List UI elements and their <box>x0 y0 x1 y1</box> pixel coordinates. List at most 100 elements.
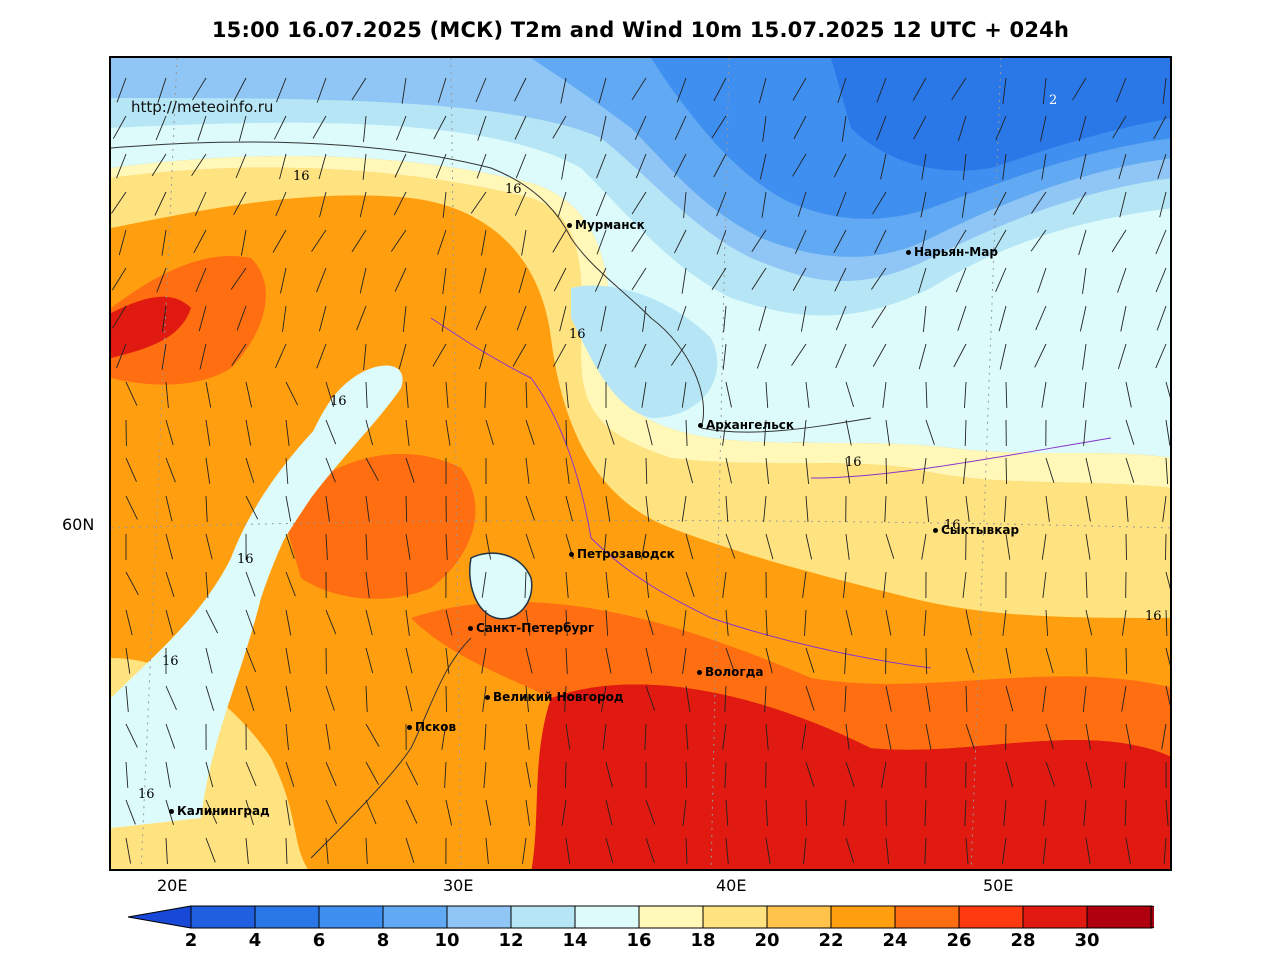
wind-barb <box>565 609 568 637</box>
wind-barb <box>1040 115 1047 142</box>
wind-barb <box>885 837 890 864</box>
wind-barb <box>1085 495 1091 522</box>
wind-barb <box>792 267 807 291</box>
pale-yellow-band <box>111 156 1170 488</box>
wind-barb <box>1155 229 1167 255</box>
wind-barb <box>685 457 694 484</box>
wind-barb <box>405 381 409 408</box>
wind-barb <box>235 153 247 179</box>
wind-barb <box>445 685 448 713</box>
wind-barb <box>125 571 139 596</box>
wind-barb <box>312 115 327 139</box>
wind-barb <box>1078 115 1087 142</box>
wind-barb <box>393 191 407 216</box>
isotherm-label: 16 <box>845 455 862 470</box>
wind-barb <box>245 571 256 597</box>
wind-barb <box>285 685 292 712</box>
wind-barb <box>912 77 927 101</box>
wind-barb <box>245 837 249 864</box>
wind-barb <box>765 609 768 637</box>
wind-barb <box>394 267 407 292</box>
city-marker <box>569 552 574 557</box>
legend-swatch <box>1022 905 1088 929</box>
wind-barb <box>230 267 247 290</box>
wind-barb <box>479 267 487 294</box>
wind-barb <box>275 191 287 217</box>
wind-barb <box>161 343 167 370</box>
wind-barb <box>716 191 727 217</box>
wind-barb <box>157 77 167 103</box>
city-velikiy-novgorod: Великий Новгород <box>485 690 624 704</box>
wind-barb <box>1117 267 1127 293</box>
wind-barb <box>993 191 1007 216</box>
wind-barb <box>525 457 530 484</box>
wind-barb <box>240 229 247 256</box>
wind-barb <box>836 191 847 217</box>
wind-barb <box>962 457 967 484</box>
wind-barb <box>405 419 410 446</box>
wind-barb <box>1153 115 1167 140</box>
wind-barb <box>285 761 295 787</box>
city-marker <box>407 725 412 730</box>
wind-barb <box>1083 419 1087 446</box>
lake-ladoga <box>469 552 533 620</box>
legend-tick-label: 4 <box>248 930 262 951</box>
wind-barb <box>1125 837 1131 864</box>
wind-barb <box>1085 837 1091 864</box>
wind-barb <box>955 267 967 293</box>
wind-barb <box>311 229 327 252</box>
wind-barb <box>476 153 487 179</box>
wind-barb <box>1121 609 1127 636</box>
wind-barb <box>156 267 167 293</box>
wind-barb <box>365 761 379 785</box>
wind-barb <box>711 267 727 291</box>
wind-barb <box>880 153 887 180</box>
wind-barb <box>236 305 247 331</box>
city-marker <box>567 223 572 228</box>
wind-barb <box>1159 191 1167 218</box>
wind-barb <box>1001 837 1007 864</box>
wind-barb <box>631 191 647 215</box>
wind-barb <box>445 647 450 674</box>
wind-barb <box>405 761 419 786</box>
wind-barb <box>835 343 847 369</box>
isotherm-label: 2 <box>1049 93 1058 108</box>
wind-barb <box>964 381 967 409</box>
wind-barb <box>245 685 255 711</box>
wind-barb <box>365 647 374 674</box>
wind-barb <box>245 419 252 446</box>
lon-label-30e: 30E <box>443 876 474 895</box>
wind-barb <box>445 609 453 636</box>
wind-barb <box>965 837 969 864</box>
wind-barb <box>682 799 687 826</box>
wind-barb <box>645 419 653 446</box>
wind-barb <box>722 723 727 750</box>
wind-barb <box>245 799 254 826</box>
wind-barb <box>1117 343 1127 370</box>
wind-barb <box>681 381 687 408</box>
wind-barb <box>394 153 407 178</box>
wind-barb <box>205 685 215 711</box>
wind-barb <box>881 761 887 788</box>
wind-barb <box>641 533 647 560</box>
wind-barb <box>273 115 287 140</box>
wind-barb <box>802 419 807 446</box>
wind-barb <box>525 495 536 521</box>
wind-barb <box>112 115 127 139</box>
wind-barb <box>597 343 607 369</box>
legend-swatch <box>318 905 384 929</box>
wind-barb <box>1165 799 1169 826</box>
wind-barb <box>845 761 855 787</box>
wind-barb <box>805 685 815 711</box>
wind-barb <box>116 77 127 103</box>
wind-barb <box>285 723 289 750</box>
wind-barb <box>998 305 1007 332</box>
wind-barb <box>725 457 732 484</box>
color-legend <box>128 905 1154 929</box>
wind-barb <box>885 609 892 636</box>
wind-barb <box>1041 533 1047 560</box>
wind-barb <box>673 229 687 254</box>
wind-barb <box>682 609 687 636</box>
wind-barb <box>561 153 567 180</box>
wind-barb <box>365 723 380 747</box>
